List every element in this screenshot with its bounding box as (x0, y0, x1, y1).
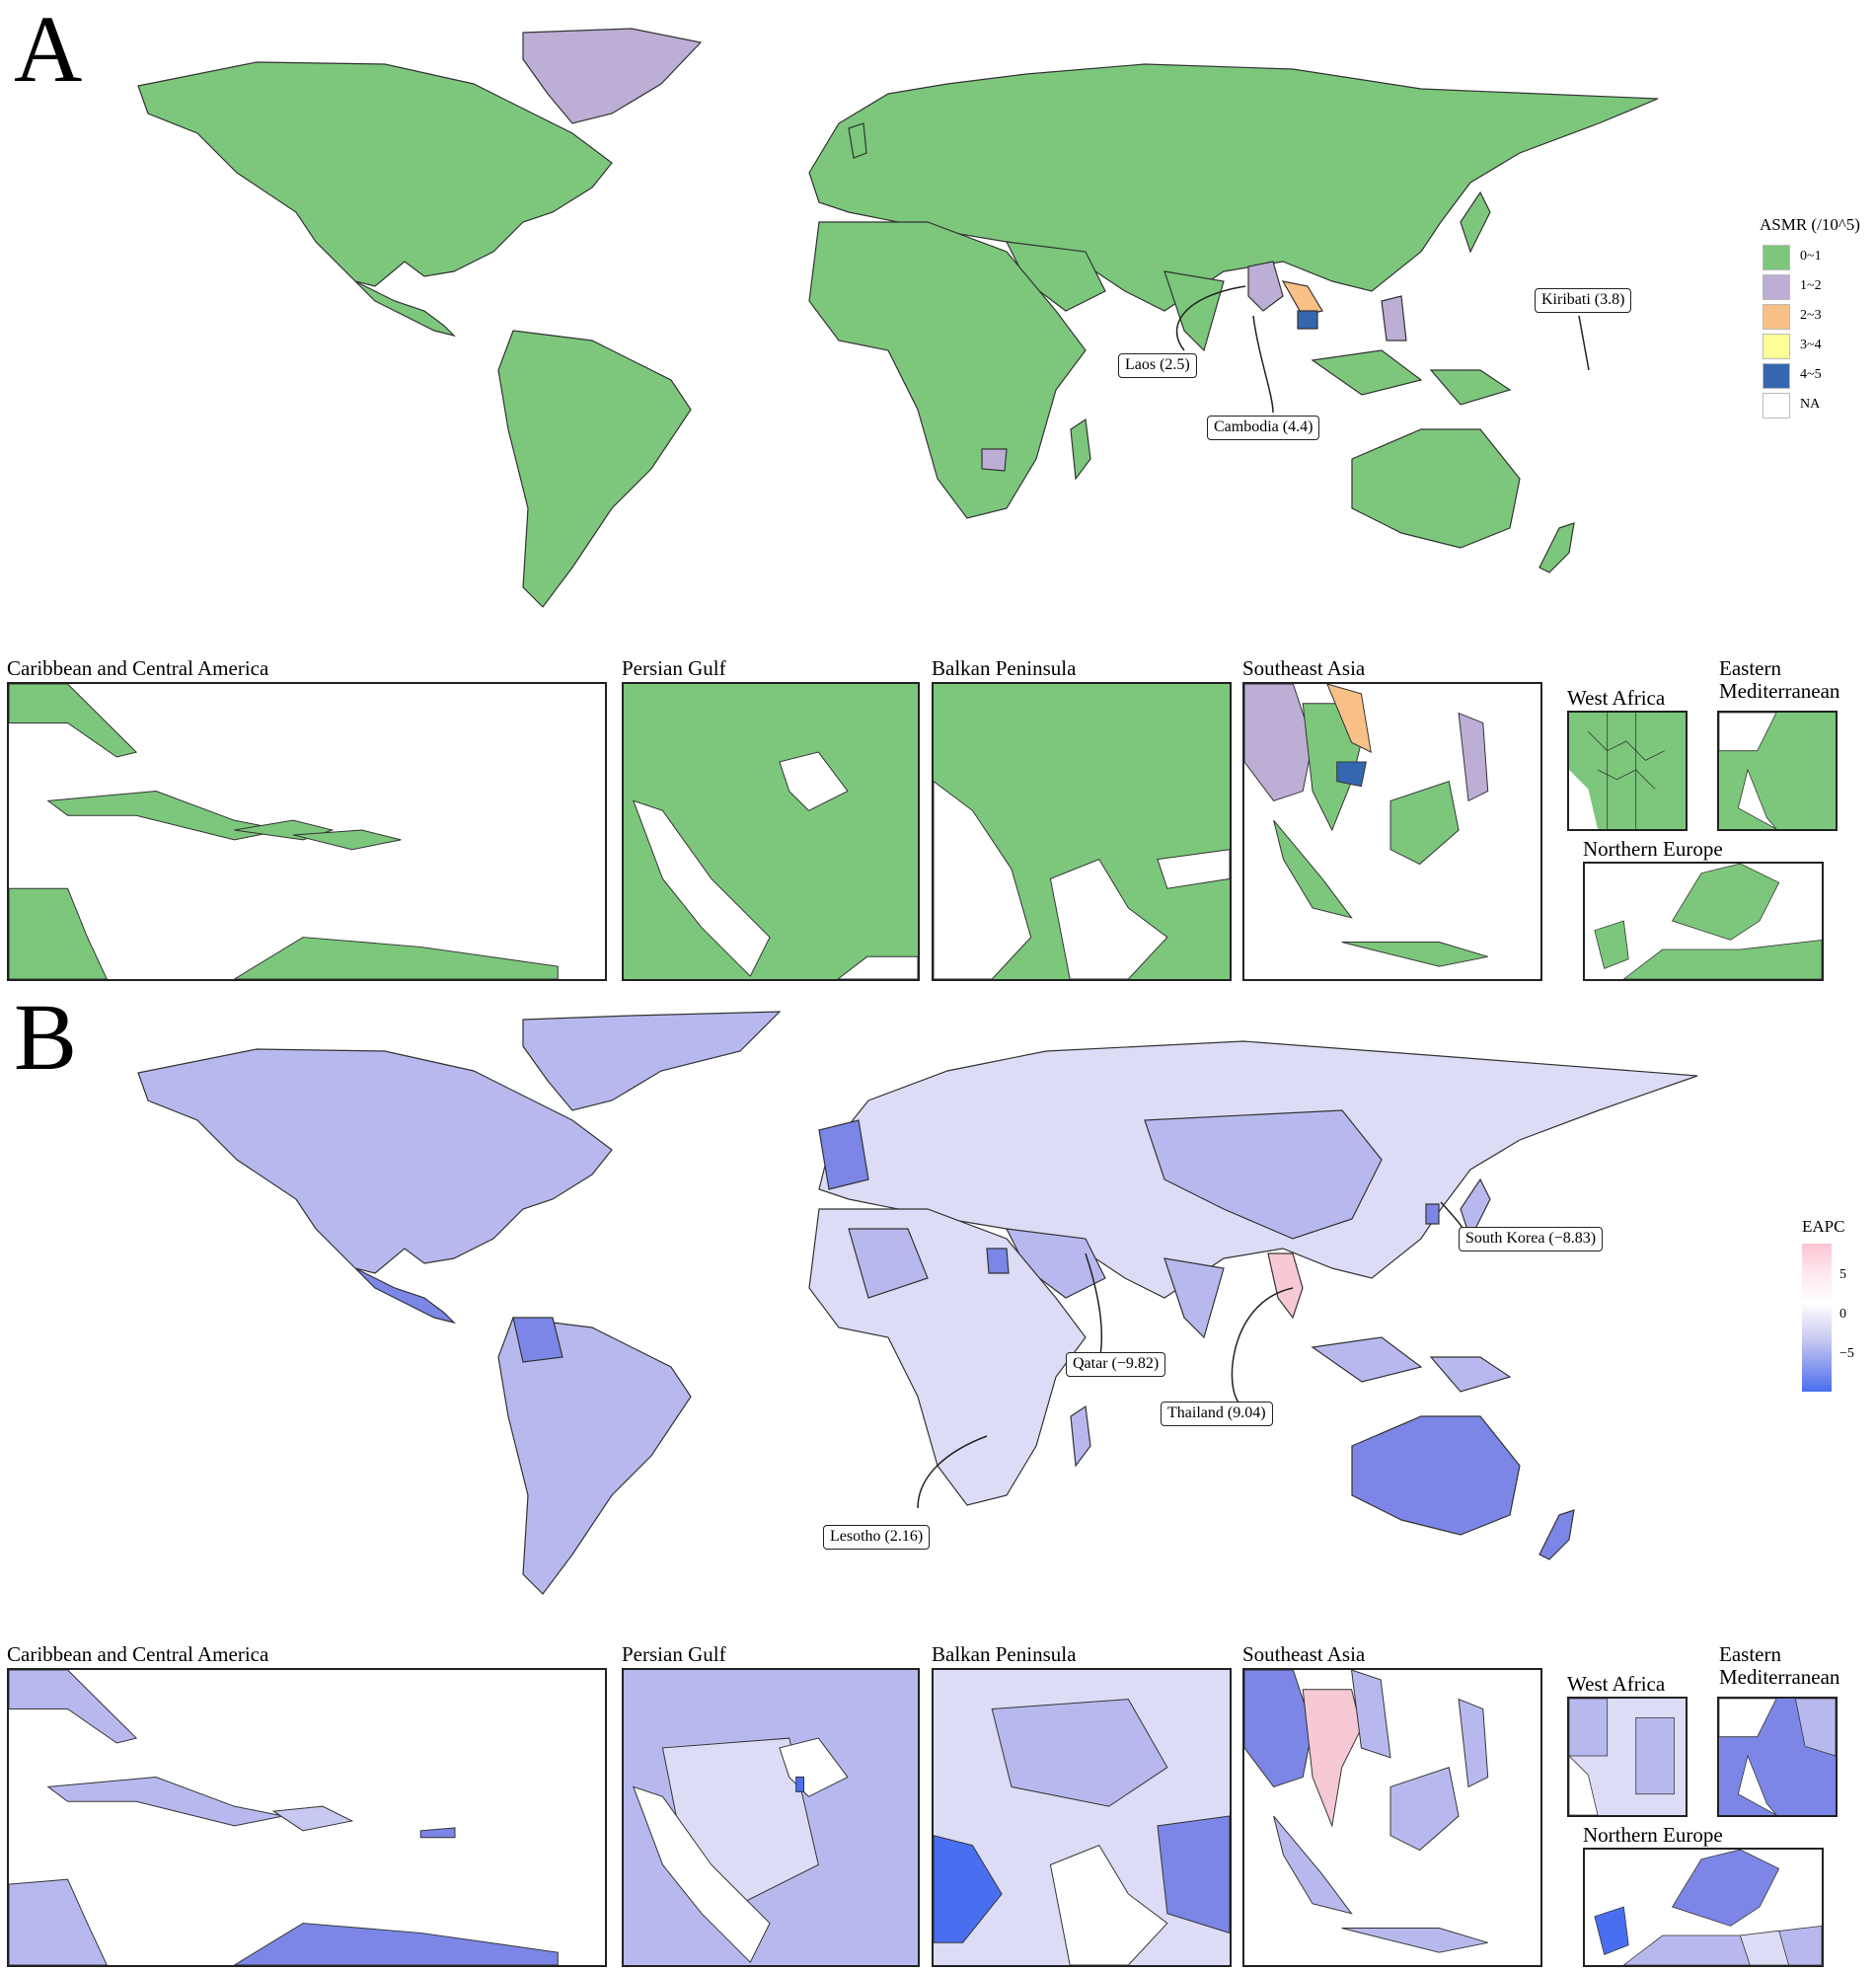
africa (808, 221, 1087, 519)
callout-thailand: Thailand (9.04) (1161, 1402, 1273, 1426)
legend-a-title: ASMR (/10^5) (1760, 215, 1860, 234)
inset-balkan-b (932, 1668, 1232, 1967)
north-america (137, 61, 613, 287)
inset-title-east-med: Eastern Mediterranean (1719, 1642, 1840, 1690)
inset-title-northern-europe: Northern Europe (1583, 837, 1723, 861)
south-america (497, 330, 692, 608)
world-map-a (137, 28, 1659, 608)
legend-b-title: EAPC (1802, 1217, 1845, 1236)
inset-east-med-b (1717, 1697, 1838, 1817)
inset-west-africa-b (1567, 1697, 1688, 1817)
inset-title-caribbean: Caribbean and Central America (7, 1642, 269, 1666)
callout-laos: Laos (2.5) (1118, 353, 1197, 378)
inset-west-africa-a (1567, 711, 1688, 831)
legend-swatch (1763, 274, 1790, 300)
inset-southeast-asia-a (1242, 682, 1542, 981)
callout-cambodia: Cambodia (4.4) (1207, 416, 1320, 440)
eurasia (808, 63, 1659, 312)
inset-title-southeast-asia: Southeast Asia (1242, 656, 1366, 680)
inset-title-persian-gulf: Persian Gulf (622, 656, 726, 680)
world-map-b (137, 1011, 1698, 1595)
legend-swatch (1763, 334, 1790, 359)
legend-label: NA (1800, 397, 1821, 412)
inset-northern-europe-b (1583, 1848, 1824, 1967)
panel-a-label: A (14, 0, 83, 102)
callout-lines-b (917, 1201, 1465, 1509)
legend-swatch (1763, 245, 1790, 270)
inset-east-med-a (1717, 711, 1838, 831)
inset-title-persian-gulf: Persian Gulf (622, 1642, 726, 1666)
inset-title-northern-europe: Northern Europe (1583, 1823, 1723, 1847)
inset-northern-europe-a (1583, 862, 1824, 981)
inset-persian-gulf-b (622, 1668, 920, 1967)
eapc-gradient (1802, 1244, 1832, 1392)
legend-label: 1~2 (1800, 278, 1822, 293)
inset-title-balkan: Balkan Peninsula (932, 1642, 1077, 1666)
inset-title-balkan: Balkan Peninsula (932, 656, 1077, 680)
inset-title-east-med: Eastern Mediterranean (1719, 656, 1840, 704)
callout-south-korea: South Korea (−8.83) (1459, 1227, 1604, 1251)
legend-label: 2~3 (1800, 308, 1822, 323)
eapc-tick: −5 (1839, 1346, 1854, 1361)
legend-swatch (1763, 304, 1790, 330)
australia (1351, 428, 1521, 549)
legend-swatch (1763, 393, 1790, 418)
greenland (522, 28, 703, 124)
inset-southeast-asia-b (1242, 1668, 1542, 1967)
panel-b-label: B (14, 984, 78, 1090)
inset-caribbean-b (7, 1668, 607, 1967)
inset-balkan-a (932, 682, 1232, 981)
callout-lesotho: Lesotho (2.16) (823, 1525, 931, 1550)
eapc-tick: 0 (1839, 1307, 1846, 1322)
legend-label: 4~5 (1800, 367, 1822, 382)
inset-title-southeast-asia: Southeast Asia (1242, 1642, 1366, 1666)
callout-kiribati: Kiribati (3.8) (1535, 288, 1632, 313)
callout-qatar: Qatar (−9.82) (1066, 1352, 1166, 1377)
inset-caribbean-a (7, 682, 607, 981)
legend-label: 3~4 (1800, 338, 1822, 352)
inset-title-west-africa: West Africa (1567, 686, 1666, 710)
legend-swatch (1763, 363, 1790, 389)
inset-title-west-africa: West Africa (1567, 1672, 1666, 1696)
inset-persian-gulf-a (622, 682, 920, 981)
eapc-tick: 5 (1839, 1267, 1846, 1282)
inset-title-caribbean: Caribbean and Central America (7, 656, 269, 680)
legend-label: 0~1 (1800, 249, 1822, 264)
callout-lines-a (1175, 285, 1590, 414)
